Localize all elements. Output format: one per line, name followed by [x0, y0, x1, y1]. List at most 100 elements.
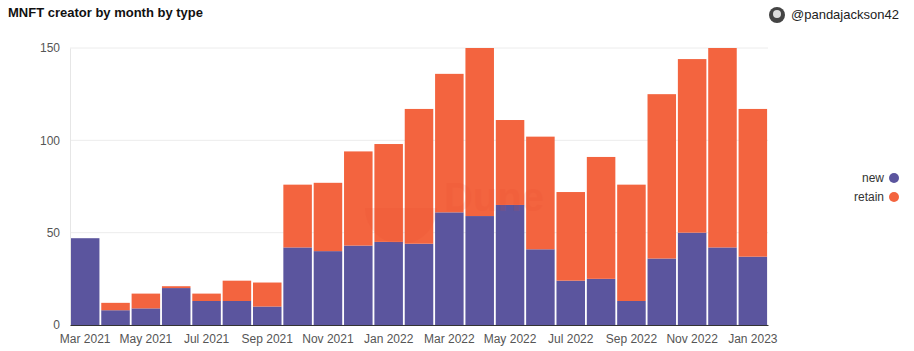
- bar: [192, 294, 221, 301]
- x-tick-label: May 2022: [484, 332, 537, 346]
- grid-line: [70, 48, 768, 49]
- x-tick: Jul 2022: [548, 325, 594, 346]
- bar: [496, 120, 525, 205]
- x-tick-label: May 2021: [120, 332, 173, 346]
- x-tick: Sep 2021: [242, 325, 294, 346]
- y-tick-label: 50: [47, 226, 61, 240]
- bar: [101, 303, 130, 310]
- x-tick-label: Jul 2022: [548, 332, 594, 346]
- bar: [739, 257, 768, 325]
- x-tick: Jul 2021: [184, 325, 230, 346]
- x-tick-label: Sep 2022: [606, 332, 658, 346]
- bar: [101, 310, 130, 325]
- y-tick-label: 150: [40, 41, 60, 55]
- x-tick: Mar 2021: [60, 325, 111, 346]
- bar: [435, 212, 464, 325]
- bar: [344, 246, 373, 325]
- bar: [465, 216, 494, 325]
- x-axis-line: [71, 325, 769, 326]
- annotation: Dune: [444, 175, 544, 219]
- series-retain: [101, 48, 767, 310]
- x-tick: May 2021: [120, 325, 173, 346]
- legend: new retain: [854, 171, 899, 204]
- bars: [71, 48, 767, 325]
- x-tick-label: Mar 2021: [60, 332, 111, 346]
- y-tick-label: 0: [53, 318, 60, 332]
- bar: [556, 192, 585, 281]
- y-tick-label: 100: [40, 134, 60, 148]
- bar: [223, 301, 252, 325]
- x-axis: Mar 2021 May 2021 Jul 2021 Sep 2021 Nov 2021…: [60, 325, 778, 346]
- bar: [374, 144, 403, 242]
- bar: [496, 205, 525, 325]
- x-tick: Jan 2022: [364, 325, 414, 346]
- bar: [192, 301, 221, 325]
- bar: [678, 233, 707, 325]
- x-tick-label: Nov 2022: [666, 332, 718, 346]
- legend-label: new: [862, 171, 884, 185]
- bar: [526, 249, 555, 325]
- x-tick: Jan 2023: [728, 325, 778, 346]
- bar: [678, 59, 707, 233]
- legend-label: retain: [854, 190, 884, 204]
- y-tick: 100: [40, 134, 70, 148]
- bar: [739, 109, 768, 257]
- bar: [283, 185, 312, 248]
- bar: [587, 279, 616, 325]
- legend-swatch: [889, 173, 899, 183]
- x-tick: Nov 2022: [666, 325, 718, 346]
- title: MNFT creator by month by type: [8, 5, 203, 20]
- avatar-icon: [769, 7, 785, 23]
- bar: [162, 288, 191, 325]
- y-tick: 0: [53, 318, 70, 332]
- x-tick: Nov 2021: [302, 325, 354, 346]
- bar: [162, 286, 191, 288]
- bar: [648, 259, 677, 325]
- x-tick-label: Jan 2022: [364, 332, 414, 346]
- chart: MNFT creator by month by type @pandajacks…: [0, 0, 914, 351]
- watermark: Dune: [365, 175, 544, 244]
- subtitle: @pandajackson42: [791, 7, 899, 22]
- bar: [223, 281, 252, 301]
- y-tick: 150: [40, 41, 70, 55]
- bar: [405, 109, 434, 244]
- x-tick-label: Jan 2023: [728, 332, 778, 346]
- bar: [587, 157, 616, 279]
- bar: [556, 281, 585, 325]
- bar: [708, 247, 737, 325]
- bar: [344, 151, 373, 245]
- bar: [648, 94, 677, 258]
- y-tick: 50: [47, 226, 70, 240]
- avatar-icon-face: [773, 10, 781, 18]
- bar: [283, 247, 312, 325]
- bar: [71, 238, 100, 239]
- y-axis-line: [70, 49, 71, 326]
- legend-swatch: [889, 192, 899, 202]
- bar: [374, 242, 403, 325]
- x-tick-label: Mar 2022: [424, 332, 475, 346]
- bar: [617, 301, 646, 325]
- bar: [314, 183, 343, 251]
- bar: [435, 74, 464, 213]
- bar: [314, 251, 343, 325]
- bar: [253, 283, 282, 307]
- bar: [526, 137, 555, 250]
- x-tick-label: Nov 2021: [302, 332, 354, 346]
- bar: [405, 244, 434, 325]
- bar: [465, 48, 494, 216]
- bar: [71, 238, 100, 325]
- bar: [132, 308, 161, 325]
- x-tick-label: Sep 2021: [242, 332, 294, 346]
- plot: 0 50 100 150 Mar 2021 May 2021 Jul 2021 Sep 202…: [40, 41, 778, 345]
- x-tick: May 2022: [484, 325, 537, 346]
- bar: [617, 185, 646, 301]
- watermark-logo: [365, 208, 437, 244]
- y-axis: 0 50 100 150: [40, 41, 71, 332]
- x-tick-label: Jul 2021: [184, 332, 230, 346]
- x-tick: Mar 2022: [424, 325, 475, 346]
- x-tick: Sep 2022: [606, 325, 658, 346]
- grid: [70, 48, 768, 325]
- bar: [708, 48, 737, 247]
- bar: [253, 307, 282, 325]
- bar: [132, 294, 161, 309]
